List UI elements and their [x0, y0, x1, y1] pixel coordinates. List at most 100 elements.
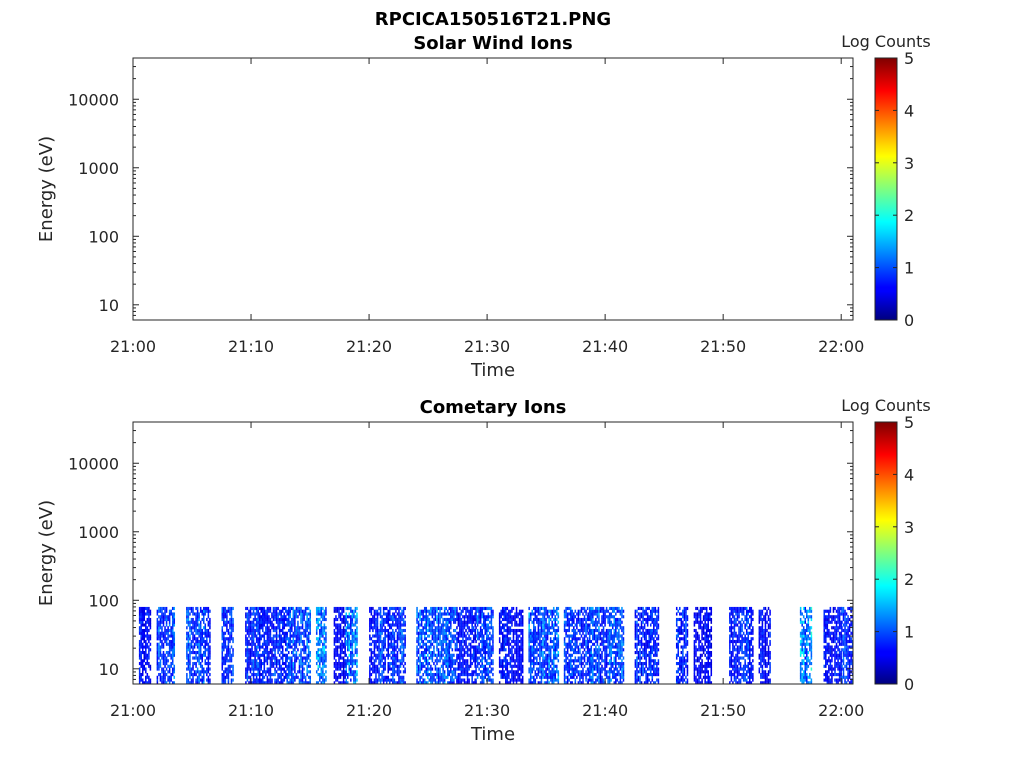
- heatmap-cell: [417, 639, 420, 644]
- heatmap-cell: [574, 659, 577, 663]
- heatmap-cell: [540, 612, 543, 616]
- heatmap-cell: [588, 656, 591, 660]
- heatmap-cell: [456, 645, 458, 649]
- heatmap-cell: [577, 656, 580, 660]
- heatmap-cell: [503, 675, 506, 679]
- heatmap-cell: [246, 612, 249, 616]
- heatmap-cell: [566, 648, 569, 652]
- heatmap-cell: [274, 645, 276, 649]
- heatmap-cell: [224, 645, 227, 649]
- heatmap-cell: [199, 639, 202, 644]
- heatmap-cell: [389, 664, 391, 668]
- heatmap-cell: [375, 612, 377, 616]
- heatmap-cell: [442, 628, 444, 633]
- heatmap-cell: [529, 631, 532, 635]
- heatmap-cell: [325, 626, 327, 630]
- heatmap-cell: [528, 656, 530, 660]
- heatmap-cell: [579, 678, 581, 682]
- heatmap-cell: [335, 650, 337, 655]
- heatmap-cell: [587, 612, 589, 616]
- heatmap-cell: [582, 681, 584, 685]
- heatmap-cell: [430, 672, 432, 677]
- heatmap-cell: [487, 672, 490, 677]
- heatmap-cell: [375, 659, 377, 663]
- heatmap-cell: [557, 637, 560, 641]
- colorbar-tick-label: 3: [904, 154, 914, 173]
- heatmap-cell: [196, 639, 199, 644]
- heatmap-cell: [472, 656, 475, 660]
- heatmap-cell: [148, 628, 150, 633]
- heatmap-cell: [201, 670, 203, 674]
- heatmap-cell: [471, 653, 473, 657]
- heatmap-cell: [511, 678, 513, 682]
- heatmap-cell: [138, 650, 141, 655]
- heatmap-cell: [387, 656, 390, 660]
- heatmap-cell: [158, 615, 160, 619]
- heatmap-cell: [207, 642, 210, 646]
- heatmap-cell: [577, 659, 580, 663]
- heatmap-cell: [223, 615, 225, 619]
- heatmap-cell: [498, 631, 501, 635]
- heatmap-cell: [322, 650, 324, 655]
- heatmap-cell: [187, 612, 190, 616]
- heatmap-cell: [187, 617, 190, 622]
- heatmap-cell: [387, 661, 390, 666]
- heatmap-cell: [140, 675, 142, 679]
- heatmap-cell: [252, 637, 255, 641]
- heatmap-cell: [422, 664, 424, 668]
- heatmap-cell: [198, 628, 200, 633]
- heatmap-cell: [272, 615, 275, 619]
- heatmap-cell: [319, 661, 321, 666]
- heatmap-cell: [283, 612, 286, 616]
- heatmap-cell: [505, 634, 507, 638]
- heatmap-cell: [390, 626, 393, 630]
- heatmap-cell: [254, 606, 256, 611]
- heatmap-cell: [568, 642, 570, 646]
- heatmap-cell: [402, 620, 405, 624]
- heatmap-cell: [474, 664, 476, 668]
- heatmap-cell: [479, 628, 482, 633]
- heatmap-cell: [425, 612, 428, 616]
- heatmap-cell: [162, 675, 165, 679]
- heatmap-cell: [469, 631, 472, 635]
- heatmap-cell: [446, 626, 449, 630]
- heatmap-cell: [498, 650, 501, 655]
- heatmap-cell: [338, 623, 340, 627]
- heatmap-cell: [295, 634, 298, 638]
- heatmap-cell: [393, 670, 396, 674]
- heatmap-cell: [317, 653, 320, 657]
- heatmap-cell: [167, 642, 169, 646]
- heatmap-cell: [396, 672, 399, 677]
- heatmap-cell: [469, 653, 472, 657]
- heatmap-cell: [445, 631, 447, 635]
- heatmap-cell: [325, 664, 327, 668]
- heatmap-cell: [141, 681, 144, 685]
- heatmap-cell: [345, 642, 347, 646]
- heatmap-cell: [476, 645, 479, 649]
- heatmap-cell: [588, 615, 591, 619]
- heatmap-cell: [201, 609, 203, 613]
- heatmap-cell: [574, 667, 577, 671]
- heatmap-cell: [221, 650, 224, 655]
- heatmap-cell: [399, 645, 402, 649]
- heatmap-cell: [551, 620, 553, 624]
- heatmap-cell: [404, 637, 406, 641]
- heatmap-cell: [268, 617, 270, 622]
- heatmap-cell: [306, 642, 308, 646]
- heatmap-cell: [249, 681, 252, 685]
- heatmap-cell: [322, 670, 324, 674]
- heatmap-cell: [469, 642, 472, 646]
- heatmap-cell: [390, 672, 393, 677]
- heatmap-cell: [478, 609, 480, 613]
- heatmap-cell: [307, 606, 310, 611]
- heatmap-cell: [481, 642, 483, 646]
- heatmap-cell: [587, 631, 589, 635]
- heatmap-cell: [390, 623, 393, 627]
- heatmap-cell: [223, 645, 225, 649]
- heatmap-cell: [536, 637, 538, 641]
- heatmap-cell: [508, 620, 510, 624]
- heatmap-cell: [549, 631, 552, 635]
- heatmap-cell: [592, 670, 594, 674]
- heatmap-cell: [482, 656, 485, 660]
- heatmap-cell: [246, 678, 249, 682]
